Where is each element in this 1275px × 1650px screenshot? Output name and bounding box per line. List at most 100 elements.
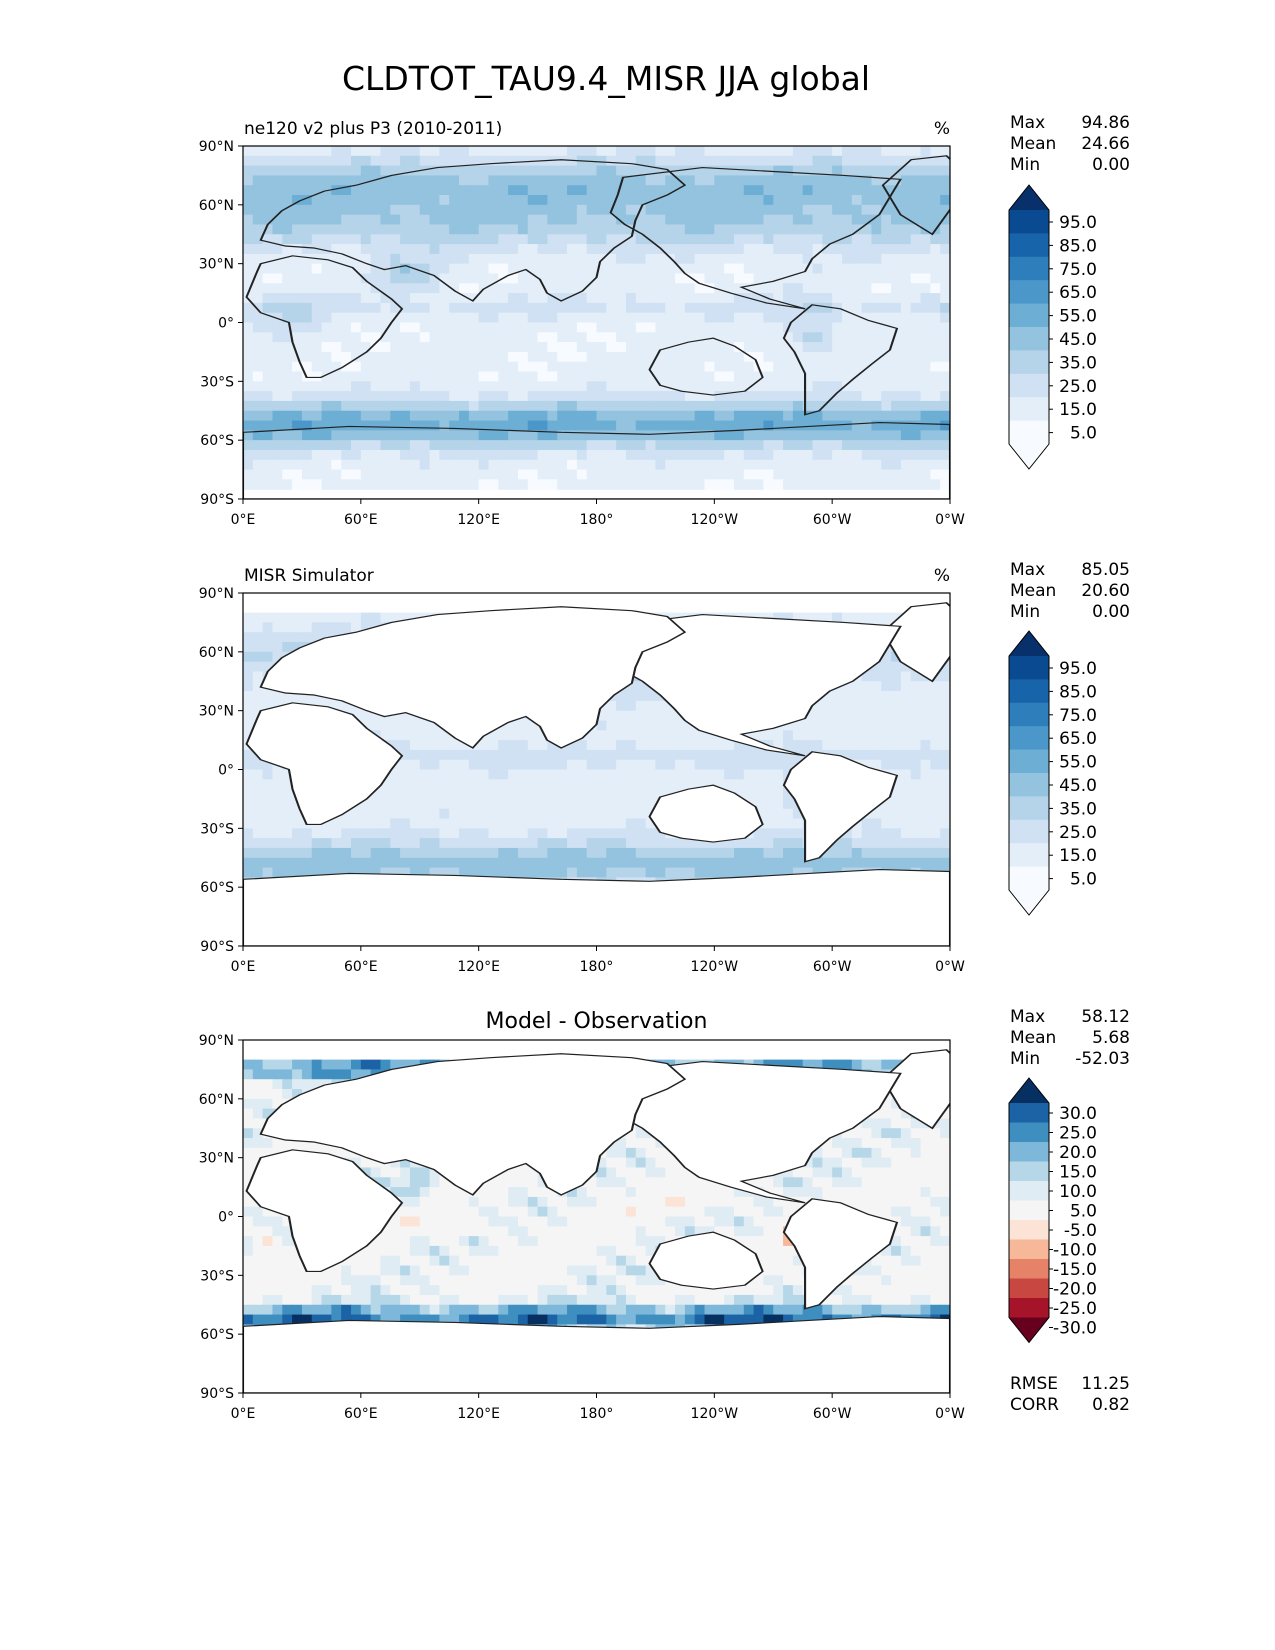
grid-cell	[655, 351, 666, 363]
grid-cell	[832, 420, 843, 431]
grid-cell	[900, 440, 912, 451]
grid-cell	[645, 857, 657, 869]
grid-cell	[400, 720, 411, 731]
grid-cell	[586, 342, 598, 353]
grid-cell	[645, 730, 657, 741]
grid-cell	[370, 420, 382, 431]
grid-cell	[527, 273, 539, 284]
grid-cell	[390, 730, 401, 741]
grid-cell	[351, 828, 362, 839]
grid-cell	[341, 622, 352, 633]
grid-cell	[527, 720, 539, 731]
grid-cell	[498, 818, 509, 829]
grid-cell	[360, 263, 372, 275]
grid-cell	[517, 798, 529, 810]
stat-max-value: 94.86	[1081, 113, 1130, 133]
grid-cell	[439, 479, 450, 490]
grid-cell	[292, 214, 303, 226]
grid-cell	[409, 361, 421, 373]
grid-cell	[625, 710, 637, 722]
grid-cell	[910, 710, 922, 722]
grid-cell	[792, 420, 804, 431]
grid-cell	[400, 430, 411, 441]
grid-cell	[822, 720, 833, 731]
grid-cell	[724, 195, 735, 206]
grid-cell	[517, 449, 529, 461]
grid-cell	[792, 175, 804, 186]
grid-cell	[439, 195, 450, 206]
grid-cell	[488, 400, 499, 412]
grid-cell	[891, 1059, 902, 1071]
grid-cell	[419, 430, 431, 441]
grid-cell	[920, 798, 931, 810]
grid-cell	[753, 410, 765, 422]
grid-cell	[724, 273, 735, 284]
grid-cell	[891, 146, 902, 157]
grid-cell	[449, 769, 460, 780]
grid-cell	[841, 175, 853, 186]
grid-cell	[635, 459, 647, 471]
grid-cell	[724, 244, 735, 255]
grid-cell	[832, 351, 843, 363]
grid-cell	[449, 146, 460, 157]
grid-cell	[262, 642, 274, 653]
grid-cell	[459, 798, 470, 810]
grid-cell	[252, 818, 264, 829]
grid-cell	[419, 440, 431, 451]
grid-cell	[841, 847, 853, 859]
grid-cell	[832, 165, 843, 177]
grid-cell	[468, 759, 480, 771]
grid-cell	[910, 440, 922, 451]
grid-cell	[311, 185, 323, 196]
grid-cell	[449, 165, 460, 177]
grid-cell	[822, 155, 833, 167]
grid-cell	[360, 214, 372, 226]
grid-cell	[773, 749, 784, 761]
grid-cell	[341, 351, 352, 363]
grid-cell	[557, 838, 568, 849]
grid-cell	[940, 283, 950, 294]
grid-cell	[439, 430, 450, 441]
grid-cell	[557, 381, 568, 392]
grid-cell	[861, 204, 873, 216]
grid-cell	[940, 691, 950, 702]
grid-cell	[645, 459, 657, 471]
grid-cell	[832, 312, 843, 324]
grid-cell	[675, 293, 686, 304]
grid-cell	[527, 322, 539, 333]
grid-cell	[262, 469, 274, 480]
grid-cell	[243, 361, 254, 373]
grid-cell	[783, 312, 794, 324]
grid-cell	[439, 749, 450, 761]
grid-cell	[635, 381, 647, 392]
grid-cell	[586, 808, 598, 820]
grid-cell	[802, 720, 814, 731]
grid-cell	[812, 410, 823, 422]
grid-cell	[645, 867, 657, 878]
grid-cell	[311, 420, 323, 431]
grid-cell	[891, 332, 902, 343]
grid-cell	[724, 283, 735, 294]
grid-cell	[684, 847, 696, 859]
grid-cell	[508, 146, 519, 157]
grid-cell	[292, 440, 303, 451]
grid-cell	[773, 612, 784, 624]
grid-cell	[341, 1069, 352, 1080]
grid-cell	[871, 312, 882, 324]
grid-cell	[576, 479, 588, 490]
grid-cell	[282, 642, 293, 653]
grid-cell	[694, 449, 706, 461]
grid-cell	[871, 185, 882, 196]
lon-tick-label: 0°W	[935, 959, 965, 975]
grid-cell	[625, 322, 637, 333]
grid-cell	[635, 155, 647, 167]
grid-cell	[400, 175, 411, 186]
grid-cell	[390, 838, 401, 849]
grid-cell	[547, 371, 558, 382]
grid-cell	[910, 749, 922, 761]
grid-cell	[527, 146, 539, 157]
grid-cell	[724, 459, 735, 471]
grid-cell	[301, 632, 313, 643]
grid-cell	[567, 430, 578, 441]
grid-cell	[891, 302, 902, 314]
